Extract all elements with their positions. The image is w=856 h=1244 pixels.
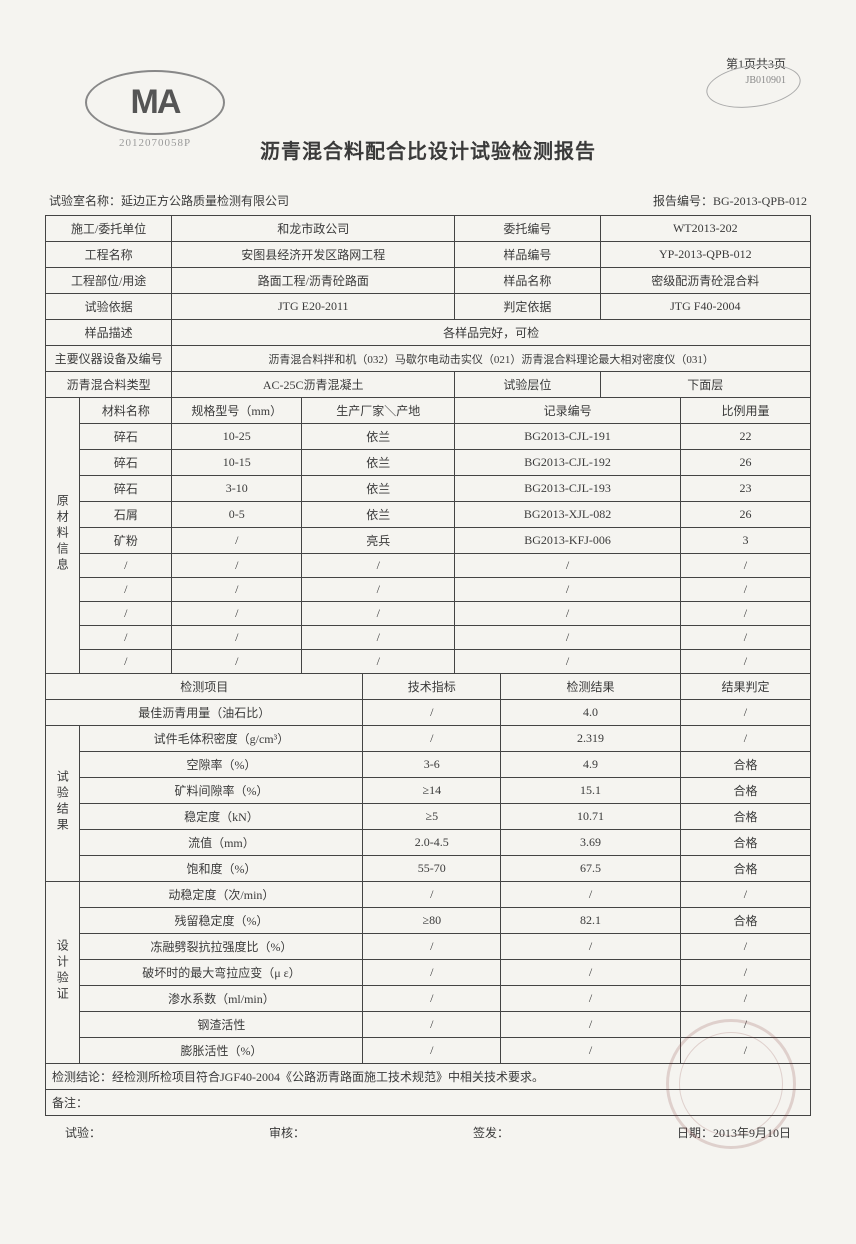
- material-row: 碎石3-10依兰BG2013-CJL-19323: [46, 476, 811, 502]
- info-row: 样品描述 各样品完好，可检: [46, 320, 811, 346]
- material-row: 碎石10-15依兰BG2013-CJL-19226: [46, 450, 811, 476]
- material-row: /////: [46, 626, 811, 650]
- test-header: 检测项目 技术指标 检测结果 结果判定: [46, 674, 811, 700]
- signature-oval-icon: [704, 59, 804, 114]
- info-row: 主要仪器设备及编号 沥青混合料拌和机（032）马歇尔电动击实仪（021）沥青混合…: [46, 346, 811, 372]
- materials-header: 原材料信息 材料名称 规格型号（mm） 生产厂家＼产地 记录编号 比例用量: [46, 398, 811, 424]
- logo-area: MA 2012070058P: [85, 70, 225, 140]
- info-row: 试验依据 JTG E20-2011 判定依据 JTG F40-2004: [46, 294, 811, 320]
- seal-stamp-icon: [666, 1019, 796, 1149]
- value: 和龙市政公司: [172, 216, 455, 242]
- footer-review: 审核：: [269, 1124, 305, 1141]
- test-row: 渗水系数（ml/min）///: [46, 986, 811, 1012]
- test-row: 设计验证 动稳定度（次/min）///: [46, 882, 811, 908]
- report-number: 报告编号：BG-2013-QPB-012: [653, 192, 807, 209]
- test-row: 空隙率（%）3-64.9合格: [46, 752, 811, 778]
- test-row: 破坏时的最大弯拉应变（μ ε）///: [46, 960, 811, 986]
- material-row: /////: [46, 554, 811, 578]
- material-row: 碎石10-25依兰BG2013-CJL-19122: [46, 424, 811, 450]
- info-row: 工程名称 安图县经济开发区路网工程 样品编号 YP-2013-QPB-012: [46, 242, 811, 268]
- logo-ma: MA: [85, 70, 225, 135]
- test-row: 流值（mm）2.0-4.53.69合格: [46, 830, 811, 856]
- test-row: 残留稳定度（%）≥8082.1合格: [46, 908, 811, 934]
- test-side-label-1: 试验结果: [46, 726, 80, 882]
- test-row: 试验结果 试件毛体积密度（g/cm³）/2.319/: [46, 726, 811, 752]
- report-table: 施工/委托单位 和龙市政公司 委托编号 WT2013-202 工程名称 安图县经…: [45, 215, 811, 1116]
- value: WT2013-202: [600, 216, 810, 242]
- material-row: 矿粉/亮兵BG2013-KFJ-0063: [46, 528, 811, 554]
- test-row: 冻融劈裂抗拉强度比（%）///: [46, 934, 811, 960]
- material-row: 石屑0-5依兰BG2013-XJL-08226: [46, 502, 811, 528]
- info-row: 沥青混合料类型 AC-25C沥青混凝土 试验层位 下面层: [46, 372, 811, 398]
- material-row: /////: [46, 602, 811, 626]
- test-row: 矿料间隙率（%）≥1415.1合格: [46, 778, 811, 804]
- material-row: /////: [46, 650, 811, 674]
- lab-name: 试验室名称：延边正方公路质量检测有限公司: [49, 192, 289, 209]
- info-row: 工程部位/用途 路面工程/沥青砼路面 样品名称 密级配沥青砼混合料: [46, 268, 811, 294]
- logo-sub: 2012070058P: [85, 137, 225, 149]
- info-row: 施工/委托单位 和龙市政公司 委托编号 WT2013-202: [46, 216, 811, 242]
- footer-test: 试验：: [65, 1124, 101, 1141]
- material-row: /////: [46, 578, 811, 602]
- test-row: 最佳沥青用量（油石比） / 4.0 /: [46, 700, 811, 726]
- label: 施工/委托单位: [46, 216, 172, 242]
- materials-side-label: 原材料信息: [46, 398, 80, 674]
- test-side-label-2: 设计验证: [46, 882, 80, 1064]
- test-row: 饱和度（%）55-7067.5合格: [46, 856, 811, 882]
- label: 委托编号: [455, 216, 600, 242]
- header-line: 试验室名称：延边正方公路质量检测有限公司 报告编号：BG-2013-QPB-01…: [45, 192, 811, 209]
- test-row: 稳定度（kN）≥510.71合格: [46, 804, 811, 830]
- footer-issue: 签发：: [473, 1124, 509, 1141]
